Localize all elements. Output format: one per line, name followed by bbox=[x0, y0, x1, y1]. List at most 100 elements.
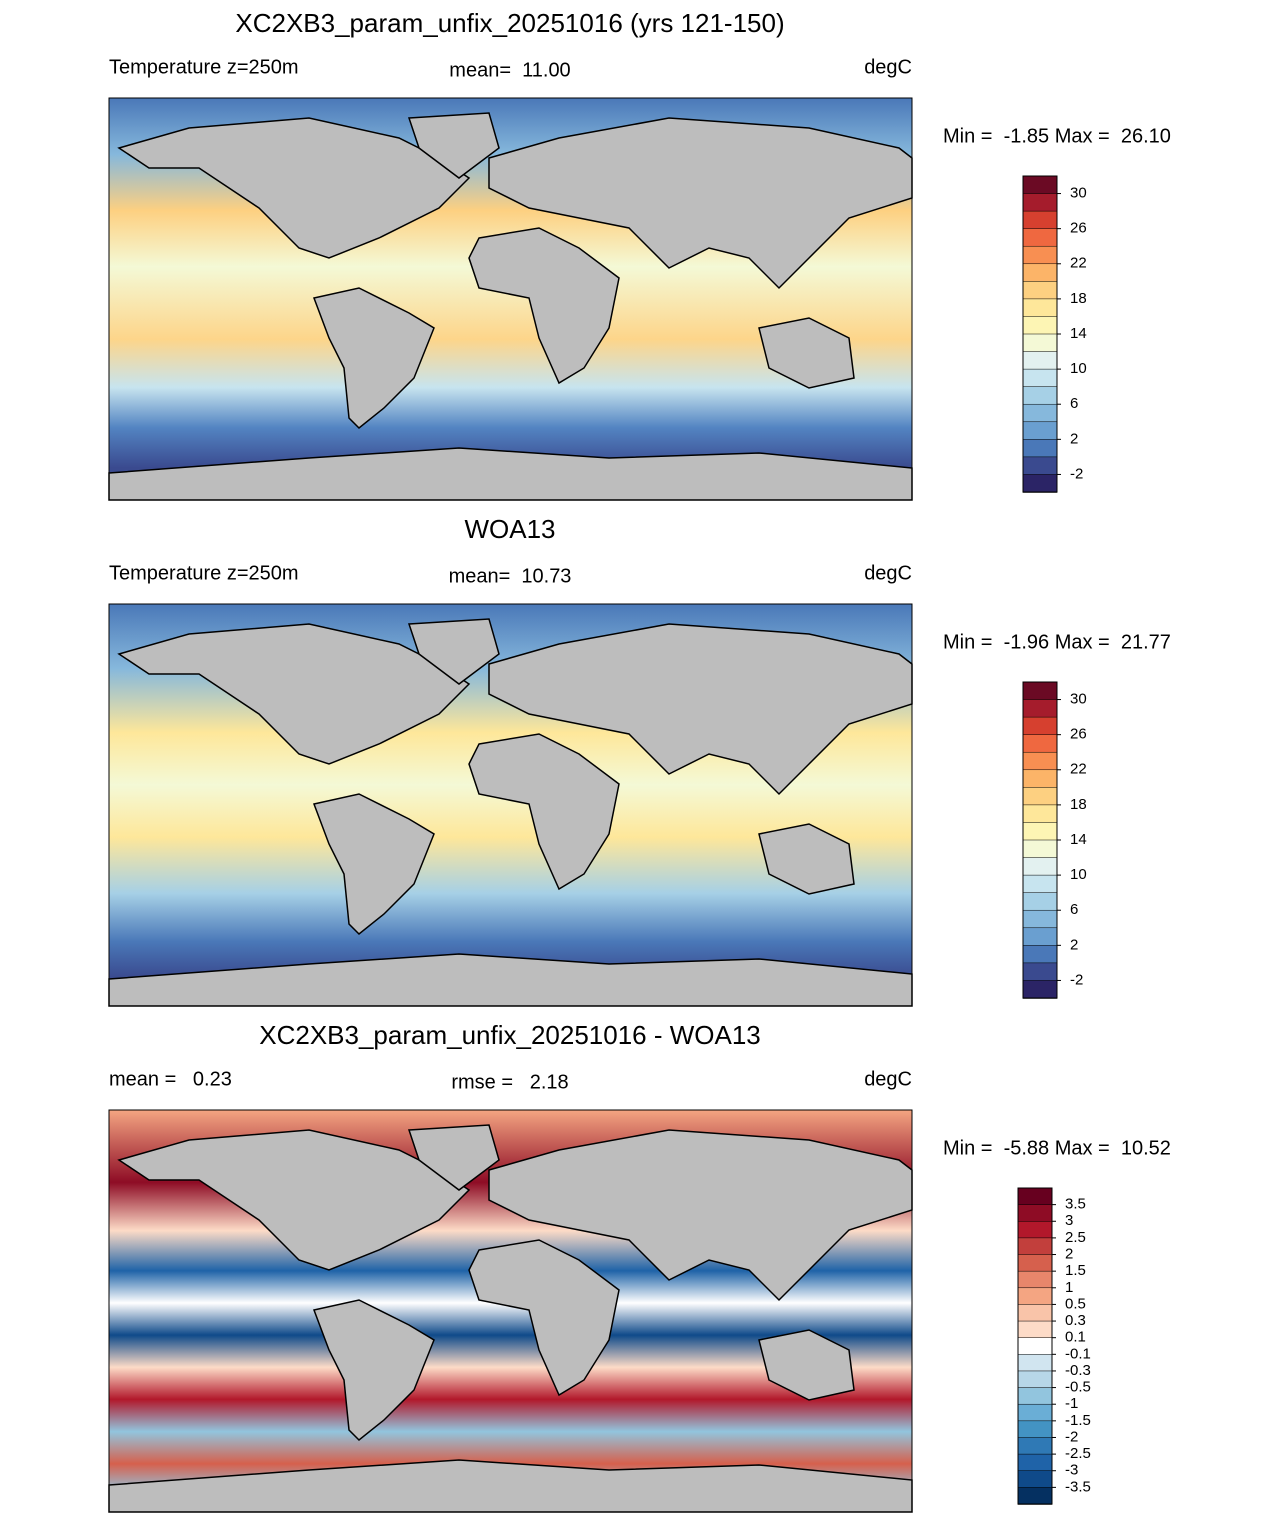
map bbox=[108, 97, 913, 501]
colorbar-box bbox=[1022, 769, 1058, 789]
panel: XC2XB3_param_unfix_20251016 (yrs 121-150… bbox=[108, 8, 1171, 501]
colorbar-label: -2 bbox=[1070, 971, 1083, 988]
colorbar-label: 10 bbox=[1070, 866, 1087, 883]
panel-title: WOA13 bbox=[464, 514, 555, 544]
colorbar-box bbox=[1022, 751, 1058, 771]
colorbar-label: 22 bbox=[1070, 255, 1087, 272]
colorbar-box bbox=[1017, 1187, 1053, 1206]
colorbar-box bbox=[1022, 857, 1058, 876]
colorbar-label: 18 bbox=[1070, 290, 1087, 307]
left-label: Temperature z=250m bbox=[109, 562, 299, 584]
colorbar-label: 14 bbox=[1070, 831, 1087, 848]
units-label: degC bbox=[864, 56, 912, 78]
colorbar-box bbox=[1022, 962, 1058, 982]
colorbar-frame bbox=[1017, 1187, 1053, 1505]
colorbar-label: 6 bbox=[1070, 901, 1078, 918]
units-label: degC bbox=[864, 562, 912, 584]
center-label: mean= 10.73 bbox=[449, 565, 572, 587]
colorbar-box bbox=[1017, 1254, 1053, 1272]
colorbar-label: 30 bbox=[1070, 691, 1087, 708]
colorbar-label: 26 bbox=[1070, 726, 1087, 743]
colorbar-label: -2 bbox=[1070, 465, 1083, 482]
colorbar-box bbox=[1017, 1304, 1053, 1322]
colorbar-box bbox=[1017, 1287, 1053, 1306]
panel-title: XC2XB3_param_unfix_20251016 (yrs 121-150… bbox=[235, 8, 784, 38]
colorbar-box bbox=[1022, 228, 1058, 247]
colorbar-box bbox=[1022, 474, 1058, 493]
colorbar-box bbox=[1022, 439, 1058, 458]
colorbar-label: 6 bbox=[1070, 395, 1078, 412]
colorbar-box bbox=[1022, 403, 1058, 423]
colorbar-box bbox=[1022, 316, 1058, 335]
colorbar-box bbox=[1017, 1337, 1053, 1356]
panel: XC2XB3_param_unfix_20251016 - WOA13 mean … bbox=[108, 1020, 1171, 1513]
colorbar-box bbox=[1017, 1453, 1053, 1472]
colorbar-label: -0.1 bbox=[1065, 1345, 1091, 1362]
colorbar-label: -1.5 bbox=[1065, 1412, 1091, 1429]
colorbar-box bbox=[1022, 734, 1058, 753]
map bbox=[108, 1109, 913, 1513]
colorbar-label: -2 bbox=[1065, 1428, 1078, 1445]
stats-label: Min = -5.88 Max = 10.52 bbox=[943, 1137, 1171, 1159]
colorbar-box bbox=[1017, 1420, 1053, 1439]
colorbar-box bbox=[1022, 368, 1058, 388]
colorbar-box bbox=[1022, 927, 1058, 947]
colorbar-label: 2 bbox=[1065, 1245, 1073, 1262]
colorbar-box bbox=[1022, 822, 1058, 841]
left-label: Temperature z=250m bbox=[109, 56, 299, 78]
colorbar-box bbox=[1017, 1403, 1053, 1422]
panel-title: XC2XB3_param_unfix_20251016 - WOA13 bbox=[259, 1020, 761, 1050]
colorbar-box bbox=[1022, 245, 1058, 265]
colorbar-box bbox=[1022, 699, 1058, 718]
map-frame bbox=[108, 1109, 913, 1513]
colorbar-box bbox=[1017, 1320, 1053, 1339]
map-frame bbox=[108, 97, 913, 501]
colorbar-box bbox=[1022, 333, 1058, 353]
colorbar-box bbox=[1022, 263, 1058, 283]
colorbar-box bbox=[1017, 1437, 1053, 1455]
colorbar-label: 3 bbox=[1065, 1212, 1073, 1229]
colorbar-label: -2.5 bbox=[1065, 1445, 1091, 1462]
colorbar-box bbox=[1022, 681, 1058, 701]
colorbar-label: -0.3 bbox=[1065, 1362, 1091, 1379]
colorbar-box bbox=[1022, 892, 1058, 911]
center-label: rmse = 2.18 bbox=[451, 1071, 568, 1093]
colorbar-box bbox=[1022, 787, 1058, 806]
colorbar-box bbox=[1022, 456, 1058, 476]
stats-label: Min = -1.85 Max = 26.10 bbox=[943, 125, 1171, 147]
units-label: degC bbox=[864, 1068, 912, 1090]
colorbar-box bbox=[1017, 1204, 1053, 1223]
colorbar-box bbox=[1022, 210, 1058, 230]
colorbar-label: 30 bbox=[1070, 185, 1087, 202]
colorbar-box bbox=[1022, 874, 1058, 894]
colorbar-box bbox=[1022, 298, 1058, 318]
colorbar-box bbox=[1022, 839, 1058, 859]
colorbar-label: 10 bbox=[1070, 360, 1087, 377]
colorbar-box bbox=[1017, 1370, 1053, 1389]
colorbar-box bbox=[1022, 193, 1058, 212]
colorbar-box bbox=[1022, 980, 1058, 999]
colorbar-box bbox=[1017, 1354, 1053, 1372]
colorbar-label: 26 bbox=[1070, 220, 1087, 237]
colorbar-label: 2 bbox=[1070, 936, 1078, 953]
colorbar-label: 14 bbox=[1070, 325, 1087, 342]
colorbar-label: 1.5 bbox=[1065, 1262, 1086, 1279]
colorbar-label: 1 bbox=[1065, 1279, 1073, 1296]
colorbar-box bbox=[1017, 1270, 1053, 1289]
colorbar-label: 0.5 bbox=[1065, 1295, 1086, 1312]
colorbar-label: -1 bbox=[1065, 1395, 1078, 1412]
colorbar-box bbox=[1017, 1470, 1053, 1489]
colorbar-box bbox=[1022, 716, 1058, 736]
colorbar-box bbox=[1017, 1387, 1053, 1405]
colorbar-box bbox=[1017, 1221, 1053, 1239]
colorbar-box bbox=[1022, 945, 1058, 964]
colorbar-box bbox=[1022, 804, 1058, 824]
map bbox=[108, 603, 913, 1007]
colorbar-box bbox=[1022, 175, 1058, 195]
colorbar-label: 3.5 bbox=[1065, 1196, 1086, 1213]
colorbar-box bbox=[1017, 1237, 1053, 1256]
colorbar-label: -0.5 bbox=[1065, 1379, 1091, 1396]
colorbar-box bbox=[1022, 281, 1058, 300]
colorbar-label: 2 bbox=[1070, 430, 1078, 447]
